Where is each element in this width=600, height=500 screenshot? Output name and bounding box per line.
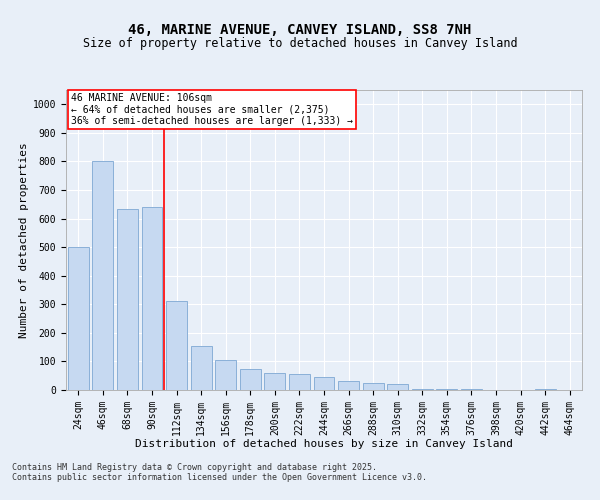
Text: 46, MARINE AVENUE, CANVEY ISLAND, SS8 7NH: 46, MARINE AVENUE, CANVEY ISLAND, SS8 7N… <box>128 22 472 36</box>
Bar <box>68 247 89 390</box>
Bar <box>535 388 556 390</box>
Text: 46 MARINE AVENUE: 106sqm
← 64% of detached houses are smaller (2,375)
36% of sem: 46 MARINE AVENUE: 106sqm ← 64% of detach… <box>71 93 353 126</box>
Bar <box>362 383 383 390</box>
Bar <box>142 207 163 390</box>
Bar <box>92 162 113 390</box>
Text: Contains HM Land Registry data © Crown copyright and database right 2025.
Contai: Contains HM Land Registry data © Crown c… <box>12 463 427 482</box>
Bar <box>265 373 286 390</box>
Bar <box>215 360 236 390</box>
Bar <box>117 208 138 390</box>
Bar <box>338 382 359 390</box>
Bar <box>436 388 457 390</box>
Bar <box>461 388 482 390</box>
Bar <box>314 377 334 390</box>
Y-axis label: Number of detached properties: Number of detached properties <box>19 142 29 338</box>
Bar <box>289 374 310 390</box>
Text: Size of property relative to detached houses in Canvey Island: Size of property relative to detached ho… <box>83 38 517 51</box>
Bar <box>191 346 212 390</box>
Bar <box>240 368 261 390</box>
Bar <box>166 302 187 390</box>
Bar <box>387 384 408 390</box>
Bar <box>412 388 433 390</box>
X-axis label: Distribution of detached houses by size in Canvey Island: Distribution of detached houses by size … <box>135 439 513 449</box>
